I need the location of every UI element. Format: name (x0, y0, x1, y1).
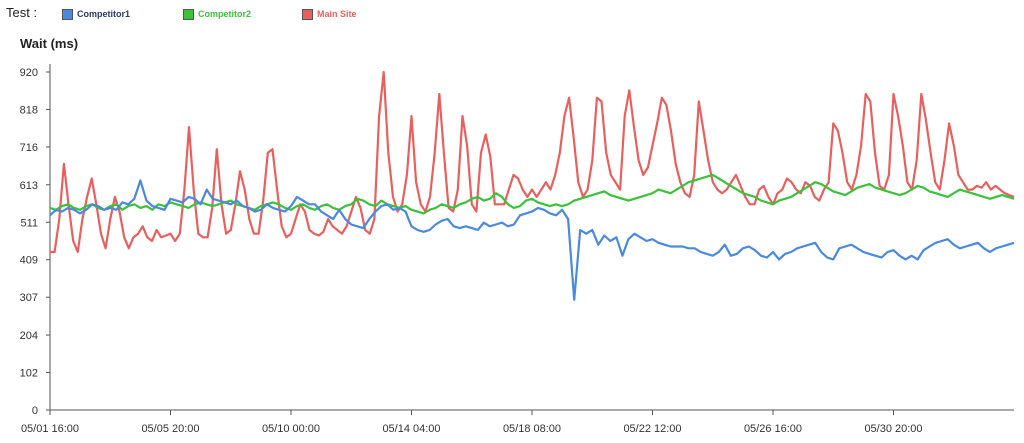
legend-swatch-competitor2 (183, 8, 194, 20)
y-tick-label: 511 (20, 217, 38, 229)
x-tick-label: 05/22 12:00 (623, 423, 681, 435)
legend-label-main-site: Main Site (317, 9, 357, 19)
legend-item-main-site[interactable]: Main Site (302, 7, 357, 21)
y-tick-label: 818 (20, 104, 38, 116)
series-line-competitor2 (49, 173, 1015, 215)
legend-label-competitor1: Competitor1 (77, 9, 131, 19)
x-tick-label: 05/05 20:00 (141, 423, 199, 435)
legend-label-competitor2: Competitor2 (198, 9, 252, 19)
y-tick-label: 204 (20, 330, 38, 342)
y-tick-label: 920 (20, 67, 38, 79)
x-tick-label: 05/18 08:00 (503, 423, 561, 435)
x-tick-label: 05/26 16:00 (744, 423, 802, 435)
y-tick-label: 716 (20, 142, 38, 154)
chart-legend: Test : Competitor1 Competitor2 Main Site (0, 0, 1024, 28)
x-tick-label: 05/01 16:00 (21, 423, 79, 435)
y-tick-label: 409 (20, 255, 38, 267)
y-tick-label: 102 (20, 368, 38, 380)
x-tick-label: 05/14 04:00 (382, 423, 440, 435)
y-tick-label: 307 (20, 292, 38, 304)
legend-title: Test : (6, 5, 38, 20)
y-axis-title: Wait (ms) (20, 36, 79, 51)
series-line-main-site (50, 70, 1015, 254)
legend-swatch-competitor1 (62, 8, 73, 20)
x-tick-label: 05/30 20:00 (864, 423, 922, 435)
series-line-competitor1 (49, 179, 1015, 301)
y-tick-label: 0 (32, 405, 38, 417)
x-tick-label: 05/10 00:00 (262, 423, 320, 435)
legend-item-competitor1[interactable]: Competitor1 (62, 7, 130, 21)
legend-item-competitor2[interactable]: Competitor2 (183, 7, 251, 21)
y-tick-label: 613 (20, 180, 38, 192)
legend-swatch-main-site (302, 8, 313, 20)
